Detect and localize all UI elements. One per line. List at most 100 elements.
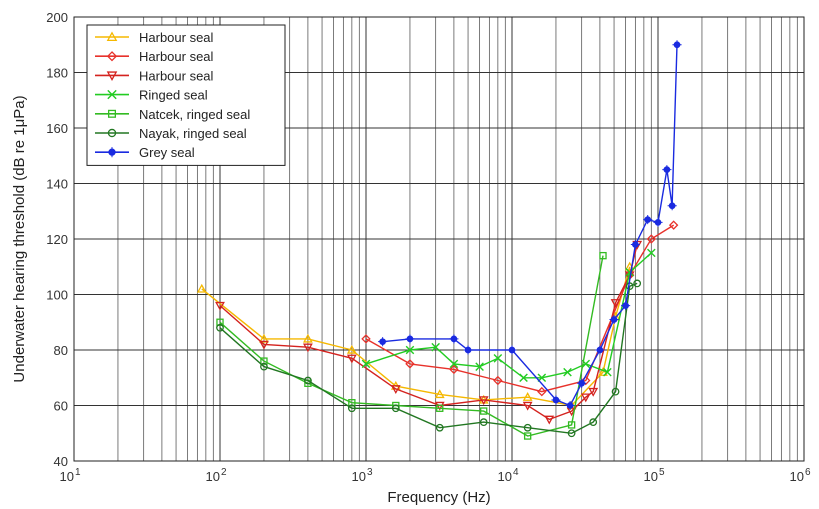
data-point-cross — [378, 337, 388, 347]
data-point — [478, 396, 489, 406]
data-point-cross — [667, 201, 677, 211]
y-tick-label: 40 — [54, 454, 68, 469]
legend-entry: Grey seal — [95, 145, 195, 160]
data-point — [347, 404, 356, 413]
data-point — [348, 399, 356, 407]
data-point — [633, 279, 642, 288]
data-point — [523, 432, 532, 440]
data-point — [346, 354, 357, 364]
y-tick-label: 60 — [54, 399, 68, 414]
data-point — [589, 418, 598, 427]
data-point — [216, 318, 224, 326]
data-point-cross — [609, 314, 619, 325]
data-point — [215, 301, 225, 311]
data-point-cross — [405, 334, 415, 344]
data-point — [493, 375, 503, 386]
legend-entry: Nayak, ringed seal — [95, 126, 247, 141]
data-point — [537, 386, 547, 397]
data-point — [107, 109, 117, 118]
legend-label: Ringed seal — [139, 88, 208, 103]
data-point — [106, 31, 118, 42]
data-point — [523, 423, 532, 432]
data-point — [580, 393, 591, 403]
y-tick-label: 140 — [46, 177, 68, 192]
data-point-cross — [449, 334, 459, 344]
data-point — [519, 373, 528, 383]
data-point-cross — [630, 239, 640, 250]
legend-label: Harbour seal — [139, 49, 214, 64]
legend: Harbour seal Harbour seal Harbour seal Ring… — [86, 24, 286, 166]
data-point — [106, 71, 118, 81]
data-point — [435, 423, 444, 432]
data-point — [361, 334, 371, 344]
data-point — [668, 220, 679, 230]
data-point-cross — [507, 345, 517, 355]
data-point-cross — [672, 40, 682, 50]
data-point-cross — [551, 395, 561, 405]
series-7 — [378, 40, 682, 411]
data-point — [567, 429, 576, 438]
data-point-cross — [463, 345, 473, 355]
series-line — [201, 266, 631, 407]
data-series — [196, 40, 682, 440]
legend-entry: Harbour seal — [95, 49, 214, 64]
data-point-cross — [565, 400, 575, 411]
data-point — [346, 344, 357, 354]
x-axis-title: Frequency (Hz) — [387, 489, 490, 506]
data-point — [405, 359, 415, 369]
legend-label: Natcek, ringed seal — [139, 107, 250, 122]
data-point — [588, 387, 599, 397]
legend-label: Grey seal — [139, 145, 195, 160]
y-tick-label: 100 — [46, 288, 68, 303]
data-point — [479, 418, 488, 427]
data-point — [603, 367, 612, 377]
data-point — [646, 234, 657, 244]
data-point — [302, 333, 313, 343]
series-line — [219, 282, 638, 435]
data-point — [260, 362, 268, 371]
legend-entry: Harbour seal — [95, 30, 214, 45]
data-point — [196, 283, 207, 293]
data-point — [493, 354, 503, 363]
y-tick-label: 160 — [46, 121, 68, 136]
y-axis-title: Underwater hearing threshold (dB re 1μPa… — [11, 95, 28, 382]
legend-label: Nayak, ringed seal — [139, 126, 247, 141]
data-point — [475, 362, 484, 371]
data-point — [405, 345, 415, 355]
legend-entry: Harbour seal — [95, 68, 214, 83]
data-point-cross — [577, 378, 587, 388]
data-point — [216, 323, 224, 332]
data-point — [434, 389, 445, 399]
data-point-cross — [643, 215, 653, 225]
legend-entry: Ringed seal — [95, 88, 208, 103]
data-point — [599, 251, 607, 260]
data-point — [567, 421, 576, 429]
series-4 — [361, 248, 656, 383]
data-point — [107, 128, 117, 138]
data-point-cross — [662, 165, 672, 175]
data-point — [449, 364, 459, 375]
y-tick-label: 200 — [46, 10, 68, 25]
legend-label: Harbour seal — [139, 30, 214, 45]
series-line — [365, 224, 675, 393]
data-point — [544, 415, 555, 425]
data-point — [106, 51, 118, 62]
data-point-cross — [595, 345, 605, 355]
data-point — [390, 385, 401, 394]
data-point — [480, 407, 488, 415]
data-point — [302, 343, 313, 353]
y-tick-label: 80 — [54, 343, 68, 358]
data-point-cross — [106, 147, 118, 158]
series-6 — [216, 279, 642, 438]
data-point — [647, 248, 656, 258]
data-point — [260, 357, 268, 365]
data-point — [304, 376, 312, 385]
data-point-cross — [621, 301, 631, 311]
plot-area-frame — [73, 16, 805, 462]
data-point — [391, 404, 400, 413]
data-point — [107, 89, 117, 100]
data-point — [563, 367, 572, 377]
data-point — [610, 299, 621, 308]
data-point — [259, 340, 269, 350]
